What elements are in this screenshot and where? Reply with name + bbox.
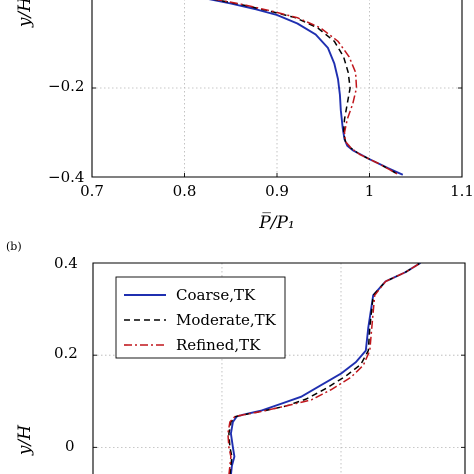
panel-a: −0.2 −0.4 0.7 0.8 0.9 1 1.1 P̅/P₁ y/H: [15, 0, 474, 233]
legend-label-coarse: Coarse,TK: [176, 286, 256, 304]
legend-label-refined: Refined,TK: [176, 336, 261, 354]
panel-a-ylabel: y/H: [15, 0, 35, 28]
series-line-refined-tk: [215, 0, 398, 175]
panel-b: (b) 0.4 0.2 0 y/H Coarse,TK Moderate,TK …: [6, 240, 466, 474]
panel-a-xtick-label: 0.9: [265, 182, 289, 200]
panel-b-frame: [92, 262, 466, 474]
panel-b-ytick-label: 0.2: [54, 344, 78, 362]
legend: Coarse,TK Moderate,TK Refined,TK: [115, 276, 286, 359]
panel-b-tag: (b): [6, 240, 22, 253]
panel-a-grid: [92, 0, 462, 177]
panel-a-ytick-label: −0.2: [48, 77, 84, 95]
legend-label-moderate: Moderate,TK: [176, 311, 277, 329]
series-line-refined-tk: [227, 263, 421, 474]
series-line-moderate-tk: [228, 263, 421, 474]
panel-b-ylabel: y/H: [15, 424, 35, 456]
panel-a-ytick-label: −0.4: [48, 168, 84, 186]
panel-b-ytick-label: 0.4: [54, 254, 78, 272]
panel-a-series: [208, 0, 404, 176]
panel-a-xlabel: P̅/P₁: [258, 212, 294, 233]
panel-a-xtick-label: 0.8: [173, 182, 197, 200]
panel-a-xtick-label: 0.7: [80, 182, 104, 200]
panel-b-grid: [93, 263, 465, 474]
panel-a-xtick-label: 1: [365, 182, 375, 200]
panel-a-xtick-label: 1.1: [450, 182, 474, 200]
panel-b-ticks: [93, 262, 465, 448]
panel-b-ytick-label: 0: [65, 437, 75, 455]
panel-b-series: [227, 263, 421, 474]
series-line-coarse-tk: [208, 0, 404, 176]
series-line-moderate-tk: [213, 0, 398, 175]
panel-a-ticks: [91, 87, 463, 178]
